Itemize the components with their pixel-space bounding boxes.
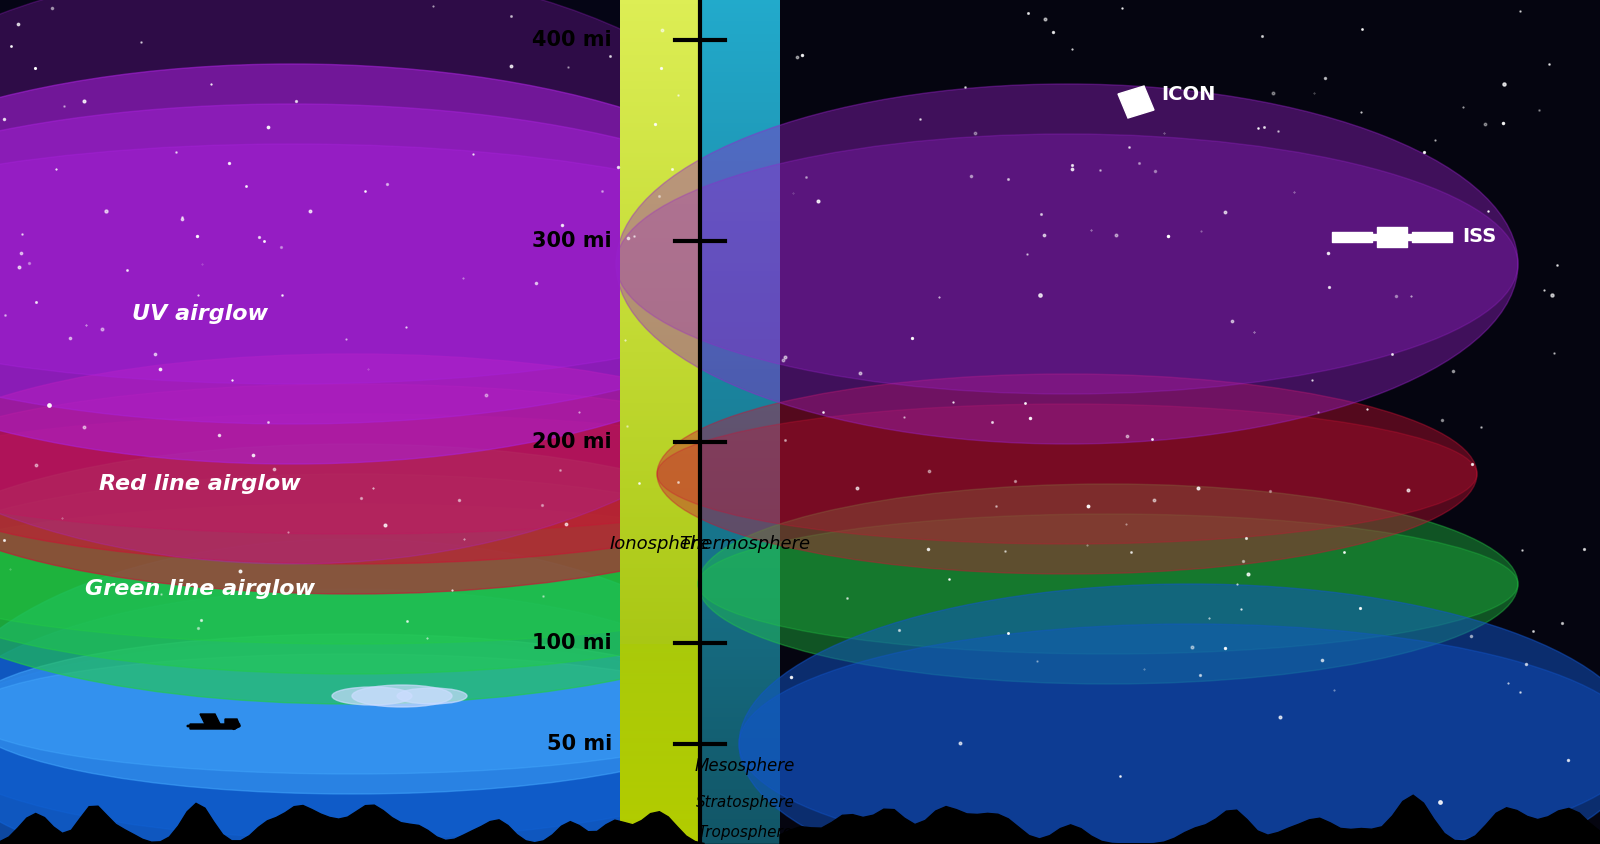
Ellipse shape: [0, 474, 810, 674]
Text: ISS: ISS: [1462, 228, 1496, 246]
Text: 200 mi: 200 mi: [533, 432, 611, 452]
Text: Mesosphere: Mesosphere: [694, 757, 795, 775]
Text: Ionosphere: Ionosphere: [610, 535, 710, 553]
Ellipse shape: [0, 444, 810, 704]
Text: Thermosphere: Thermosphere: [680, 535, 811, 553]
Ellipse shape: [0, 634, 739, 794]
Ellipse shape: [739, 624, 1600, 844]
Ellipse shape: [0, 639, 774, 839]
Ellipse shape: [616, 84, 1518, 444]
Ellipse shape: [616, 134, 1518, 394]
Ellipse shape: [0, 0, 819, 564]
Ellipse shape: [698, 484, 1518, 684]
Text: UV airglow: UV airglow: [131, 304, 269, 324]
Ellipse shape: [0, 64, 819, 464]
Ellipse shape: [397, 688, 467, 704]
Ellipse shape: [333, 687, 413, 705]
Ellipse shape: [0, 504, 810, 644]
Text: Green line airglow: Green line airglow: [85, 579, 315, 599]
Ellipse shape: [658, 404, 1477, 544]
Ellipse shape: [0, 384, 810, 564]
Text: 100 mi: 100 mi: [533, 633, 611, 653]
Ellipse shape: [0, 589, 774, 844]
Polygon shape: [200, 714, 221, 724]
Ellipse shape: [0, 144, 819, 384]
Text: Red line airglow: Red line airglow: [99, 474, 301, 494]
Polygon shape: [190, 724, 240, 729]
Ellipse shape: [0, 414, 810, 534]
Polygon shape: [781, 795, 1600, 844]
Text: 50 mi: 50 mi: [547, 733, 611, 754]
Polygon shape: [1118, 86, 1154, 118]
Text: 300 mi: 300 mi: [533, 231, 611, 252]
Polygon shape: [226, 719, 240, 726]
Text: ICON: ICON: [1162, 84, 1216, 104]
Ellipse shape: [739, 584, 1600, 844]
Ellipse shape: [0, 104, 819, 424]
Text: 400 mi: 400 mi: [533, 30, 611, 50]
Ellipse shape: [698, 514, 1518, 654]
Ellipse shape: [658, 374, 1477, 574]
Text: Troposphere: Troposphere: [698, 825, 792, 840]
Ellipse shape: [0, 654, 739, 774]
Text: Stratosphere: Stratosphere: [696, 794, 795, 809]
Ellipse shape: [352, 685, 453, 707]
Ellipse shape: [0, 354, 810, 594]
Polygon shape: [0, 803, 704, 844]
Ellipse shape: [0, 539, 774, 844]
